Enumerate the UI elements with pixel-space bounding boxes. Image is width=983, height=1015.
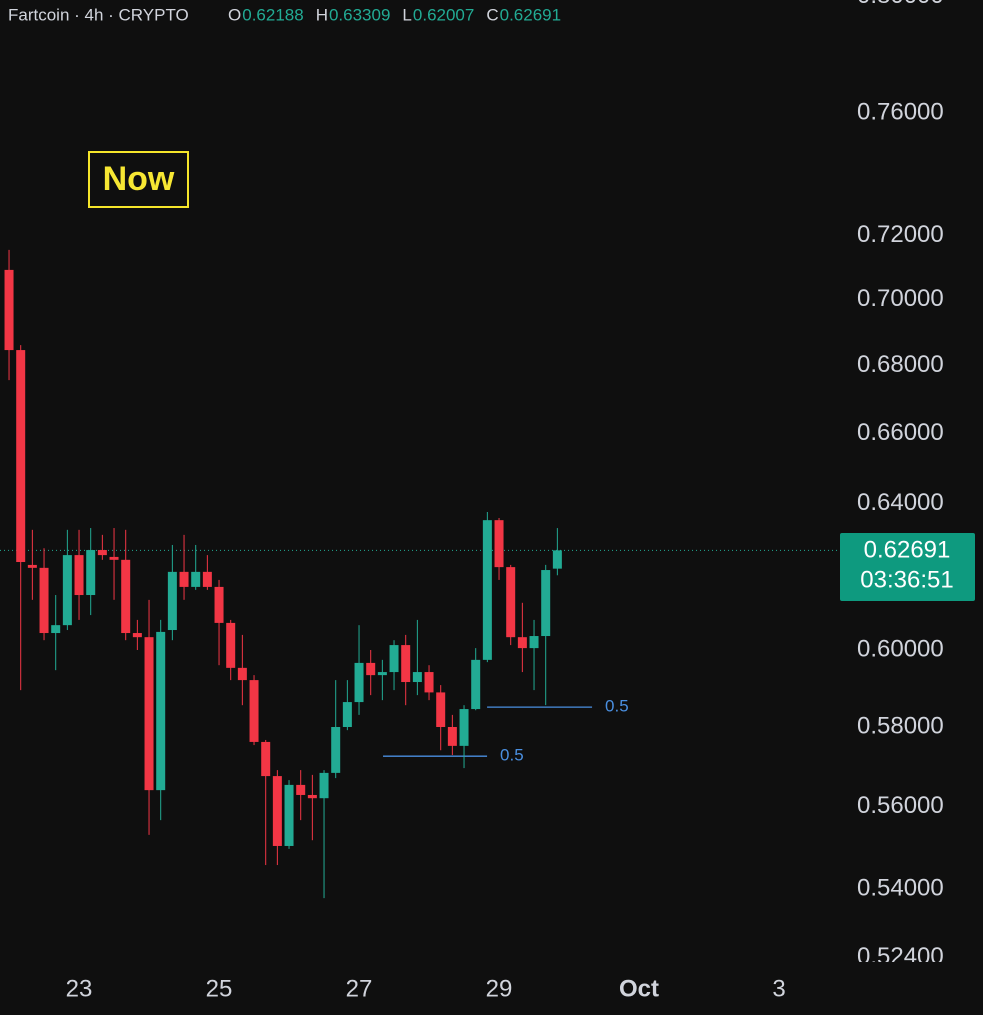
candle-body [226,622,236,668]
x-tick-label: 27 [346,975,373,1002]
x-axis: 23 25 27 29 Oct 3 [66,975,786,1002]
y-tick-label: 0.60000 [857,635,944,662]
candle-body [459,709,469,746]
candle-body [97,550,107,556]
candle-body [401,645,411,683]
price-tag-bg [840,533,975,601]
y-tick-label: 0.70000 [857,285,944,312]
candle-body [202,571,212,587]
ohlc-key: H [316,5,328,24]
ohlc-value: 0.62691 [500,5,561,24]
countdown: 03:36:51 [860,566,953,593]
candle-body [132,633,142,638]
y-tick-label: 0.66000 [857,419,944,446]
candle-body [86,550,96,596]
candle-body [471,659,481,710]
ohlc-key: O [228,5,241,24]
symbol: Fartcoin · 4h · CRYPTO [8,5,189,24]
y-tick-label: 0.64000 [857,489,944,516]
candle-body [272,776,282,846]
candle-body [4,269,14,351]
x-tick-label: 25 [206,975,233,1002]
candle-body [529,636,539,649]
ohlc-value: 0.62007 [413,5,474,24]
candle-body [494,520,504,568]
y-tick-label: 0.52400 [857,943,944,970]
candle-body [506,567,516,638]
candle-body [331,727,341,773]
candle-body [412,672,422,683]
candle-body [109,556,119,560]
candle-body [424,672,434,693]
candle-body [179,571,189,587]
candle-body [51,625,61,634]
candle-body [249,680,259,742]
candle-body [436,692,446,728]
candle-body [342,702,352,728]
y-tick-label: 0.58000 [857,712,944,739]
ohlc-value: 0.63309 [329,5,390,24]
candle-body [366,662,376,676]
candle-body [167,571,177,631]
candle-body [214,586,224,623]
candle-body [121,559,131,634]
level-label: 0.5 [605,697,629,716]
candle-body [354,662,364,703]
candle-body [447,727,457,746]
y-tick-label: 0.72000 [857,221,944,248]
candle-body [541,570,551,637]
y-tick-label: 0.68000 [857,351,944,378]
candle-body [39,567,49,634]
candle-body [482,520,492,660]
x-tick-label: 29 [486,975,513,1002]
y-tick-label: 0.56000 [857,792,944,819]
annotation: Now [103,160,175,198]
candle-body [261,741,271,777]
candle-body [552,550,562,569]
candle-body [377,672,387,676]
candle-body [389,645,399,673]
last-price: 0.62691 [864,536,951,563]
legend-header: Fartcoin · 4h · CRYPTO O 0.62188 H 0.63309 L… [8,5,561,24]
y-tick-label: 0.76000 [857,98,944,125]
annotation-box [88,151,189,208]
candle-body [74,555,84,596]
candle-body [191,571,201,587]
level-label: 0.5 [500,746,524,765]
ohlc-value: 0.62188 [242,5,303,24]
price-tag: 0.62691 03:36:51 [840,533,975,601]
plot-area: 0.5 0.5 [0,249,840,899]
candle-body [284,784,294,846]
y-tick-label: 0.54000 [857,875,944,902]
x-tick-label: 23 [66,975,93,1002]
candle-body [62,555,72,626]
x-tick-label: Oct [619,975,659,1002]
candle-body [307,794,317,799]
candle-body [27,564,37,568]
candle-body [517,637,527,649]
candle-body [319,772,329,799]
ohlc-key: C [486,5,498,24]
candle-body [237,667,247,681]
x-tick-label: 3 [772,975,785,1002]
candle-body [296,784,306,795]
candle-body [16,350,26,563]
ohlc-key: L [402,5,411,24]
candle-body [156,631,166,791]
candle-body [144,637,154,791]
